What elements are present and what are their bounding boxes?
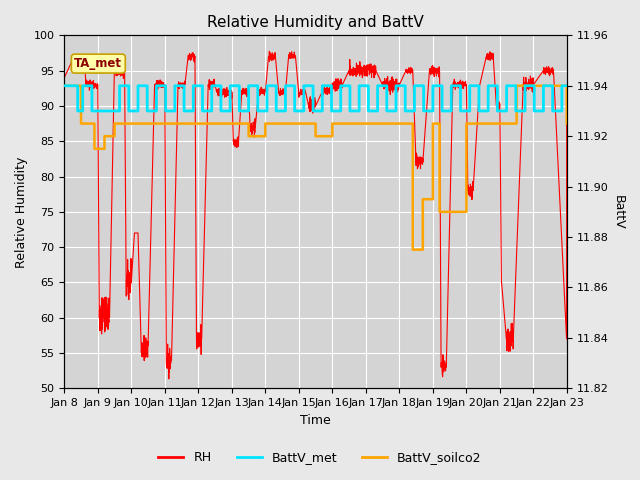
Title: Relative Humidity and BattV: Relative Humidity and BattV xyxy=(207,15,424,30)
Y-axis label: BattV: BattV xyxy=(612,194,625,229)
Legend: RH, BattV_met, BattV_soilco2: RH, BattV_met, BattV_soilco2 xyxy=(154,446,486,469)
Text: TA_met: TA_met xyxy=(74,57,122,70)
X-axis label: Time: Time xyxy=(300,414,331,427)
Y-axis label: Relative Humidity: Relative Humidity xyxy=(15,156,28,267)
